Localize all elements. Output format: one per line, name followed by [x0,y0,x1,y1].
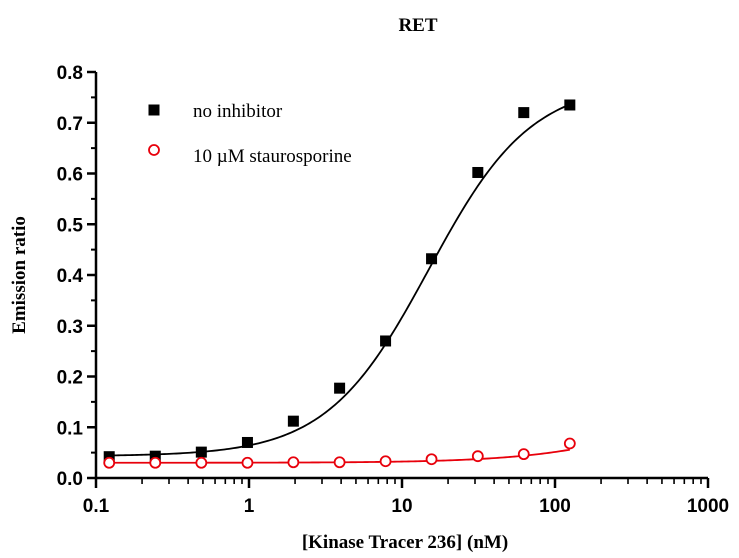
y-tick-label: 0.6 [57,165,83,186]
data-point-no-inhibitor [472,166,484,178]
data-point-no-inhibitor [195,446,207,458]
x-tick-label: 0.1 [83,496,110,517]
y-ticks: 0.0 0.1 0.2 0.3 0.4 0.5 0.6 0.7 0.8 [57,63,96,490]
x-ticks: 0.1 1 10 100 1000 [83,478,729,517]
data-point-no-inhibitor [426,253,438,265]
x-axis-label: [Kinase Tracer 236] (nM) [302,532,508,553]
data-point-no-inhibitor [518,107,530,119]
y-tick-label: 0.5 [57,215,84,236]
data-point-staurosporine [333,456,346,469]
data-point-staurosporine [517,448,530,461]
y-tick-label: 0.7 [57,114,83,135]
data-point-no-inhibitor [241,436,253,448]
data-point-staurosporine [195,456,208,469]
data-point-staurosporine [241,456,254,469]
y-tick-label: 0.0 [57,469,83,490]
x-tick-label: 1 [244,496,255,517]
x-tick-label: 10 [391,496,412,517]
data-point-no-inhibitor [103,451,115,463]
data-point-staurosporine [379,455,392,468]
plot-area: 0.00.10.20.30.40.50.60.70.8 0.1 1 10 100 100… [57,63,730,517]
data-point-staurosporine [425,453,438,466]
data-point-staurosporine [149,456,162,469]
legend-label-staurosporine: 10 µM staurosporine [193,146,352,167]
data-point-no-inhibitor [149,450,161,462]
data-point-staurosporine [103,456,116,469]
legend-marker-no-inhibitor [148,104,160,116]
y-tick-label: 0.3 [57,317,83,338]
y-tick-label: 0.8 [57,63,83,84]
chart-title: RET [398,15,437,36]
x-tick-label: 100 [539,496,571,517]
data-point-no-inhibitor [564,99,576,111]
data-points [103,99,576,469]
legend: no inhibitor 10 µM staurosporine [148,101,352,167]
legend-marker-staurosporine [148,144,160,156]
data-point-staurosporine [287,456,300,469]
y-tick-label: 0.4 [57,266,84,287]
data-point-staurosporine [563,437,576,450]
x-tick-label: 1000 [687,496,729,517]
data-point-no-inhibitor [287,415,299,427]
y-tick-label: 0.2 [57,368,83,389]
y-axis-label: Emission ratio [9,216,30,334]
y-tick-label: 0.1 [57,418,84,439]
data-point-no-inhibitor [380,335,392,347]
data-point-staurosporine [471,450,484,463]
data-point-no-inhibitor [334,382,346,394]
legend-label-no-inhibitor: no inhibitor [193,101,283,122]
fit-curve-series-0 [109,103,571,457]
